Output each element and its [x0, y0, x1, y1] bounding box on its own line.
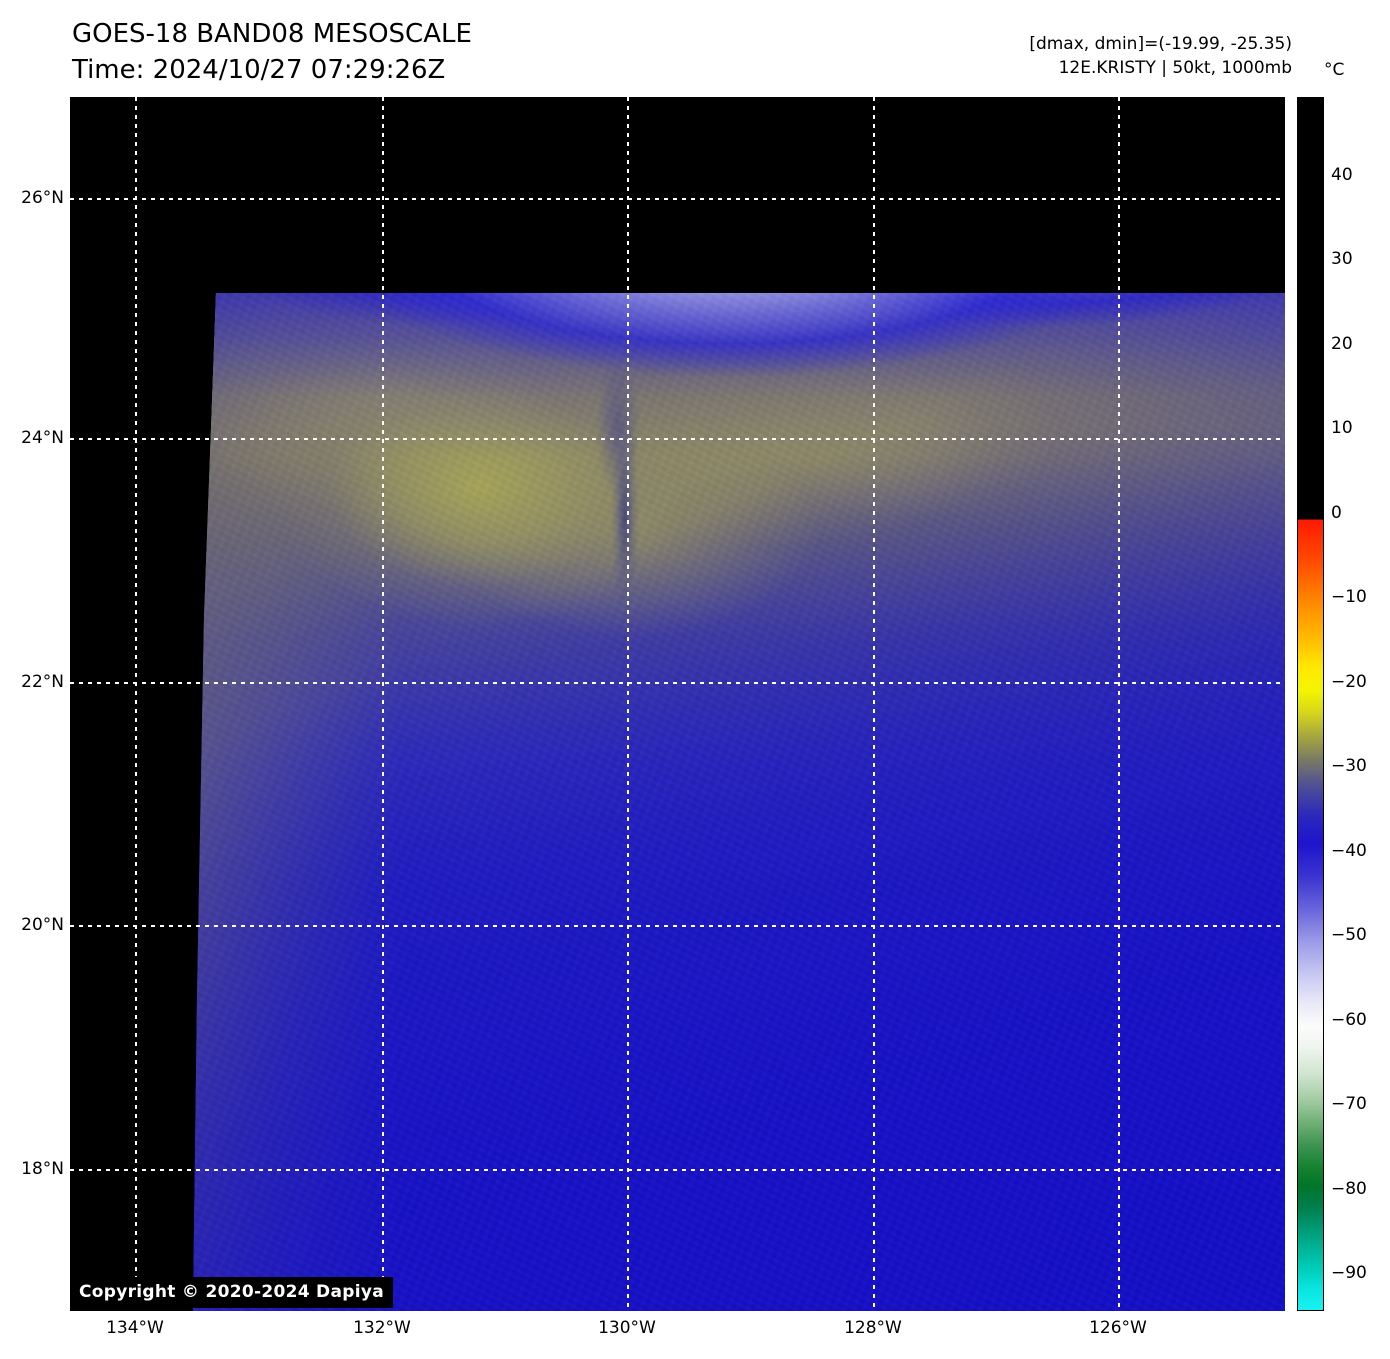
colorbar[interactable]: 40 30 20 10 0 −10 −20 −30 −40 −50 −60 −7…: [1297, 97, 1367, 1311]
ytick-label-26n: 26°N: [21, 188, 64, 208]
xtick-label-128w: 128°W: [844, 1318, 902, 1338]
timestamp-line: Time: 2024/10/27 07:29:26Z: [72, 55, 446, 85]
map-plot-area[interactable]: Copyright © 2020-2024 Dapiya: [70, 97, 1285, 1311]
title-block: GOES-18 BAND08 MESOSCALE Time: 2024/10/2…: [72, 16, 772, 88]
copyright-watermark: Copyright © 2020-2024 Dapiya: [70, 1277, 393, 1308]
colorbar-tick-m90: −90: [1331, 1263, 1367, 1283]
ytick-label-20n: 20°N: [21, 915, 64, 935]
colorbar-tick-m30: −30: [1331, 756, 1367, 776]
gridline-lon-128w: [873, 97, 875, 1311]
colorbar-unit-label: °C: [1324, 60, 1345, 80]
gridline-lat-22n: [70, 682, 1285, 684]
raster-dry-slot-streak: [193, 293, 1285, 1311]
dminmax-label: [dmax, dmin]=(-19.99, -25.35): [1029, 34, 1292, 54]
gridline-lat-26n: [70, 198, 1285, 200]
colorbar-tick-m80: −80: [1331, 1179, 1367, 1199]
colorbar-tick-m40: −40: [1331, 841, 1367, 861]
xtick-label-130w: 130°W: [598, 1318, 656, 1338]
gridline-lon-134w: [135, 97, 137, 1311]
colorbar-gradient: [1297, 97, 1324, 1311]
satellite-raster: [193, 293, 1285, 1311]
xtick-label-126w: 126°W: [1089, 1318, 1147, 1338]
storm-info-label: 12E.KRISTY | 50kt, 1000mb: [1058, 58, 1292, 78]
colorbar-tick-m60: −60: [1331, 1010, 1367, 1030]
gridline-lat-18n: [70, 1169, 1285, 1171]
gridline-lon-132w: [382, 97, 384, 1311]
colorbar-tick-20: 20: [1331, 334, 1353, 354]
colorbar-tick-30: 30: [1331, 249, 1353, 269]
raster-texture-overlay: [193, 293, 1285, 1311]
colorbar-tick-m70: −70: [1331, 1094, 1367, 1114]
colorbar-tick-40: 40: [1331, 165, 1353, 185]
colorbar-tick-m50: −50: [1331, 925, 1367, 945]
page-title: GOES-18 BAND08 MESOSCALE: [72, 19, 472, 49]
xtick-label-134w: 134°W: [106, 1318, 164, 1338]
gridline-lon-126w: [1118, 97, 1120, 1311]
ytick-label-18n: 18°N: [21, 1159, 64, 1179]
gridline-lat-24n: [70, 438, 1285, 440]
gridline-lat-20n: [70, 925, 1285, 927]
colorbar-tick-m10: −10: [1331, 587, 1367, 607]
colorbar-tick-m20: −20: [1331, 672, 1367, 692]
gridline-lon-130w: [627, 97, 629, 1311]
metadata-block: [dmax, dmin]=(-19.99, -25.35) 12E.KRISTY…: [1029, 32, 1292, 80]
colorbar-tick-10: 10: [1331, 418, 1353, 438]
colorbar-tick-0: 0: [1331, 503, 1342, 523]
ytick-label-22n: 22°N: [21, 672, 64, 692]
xtick-label-132w: 132°W: [353, 1318, 411, 1338]
ytick-label-24n: 24°N: [21, 428, 64, 448]
